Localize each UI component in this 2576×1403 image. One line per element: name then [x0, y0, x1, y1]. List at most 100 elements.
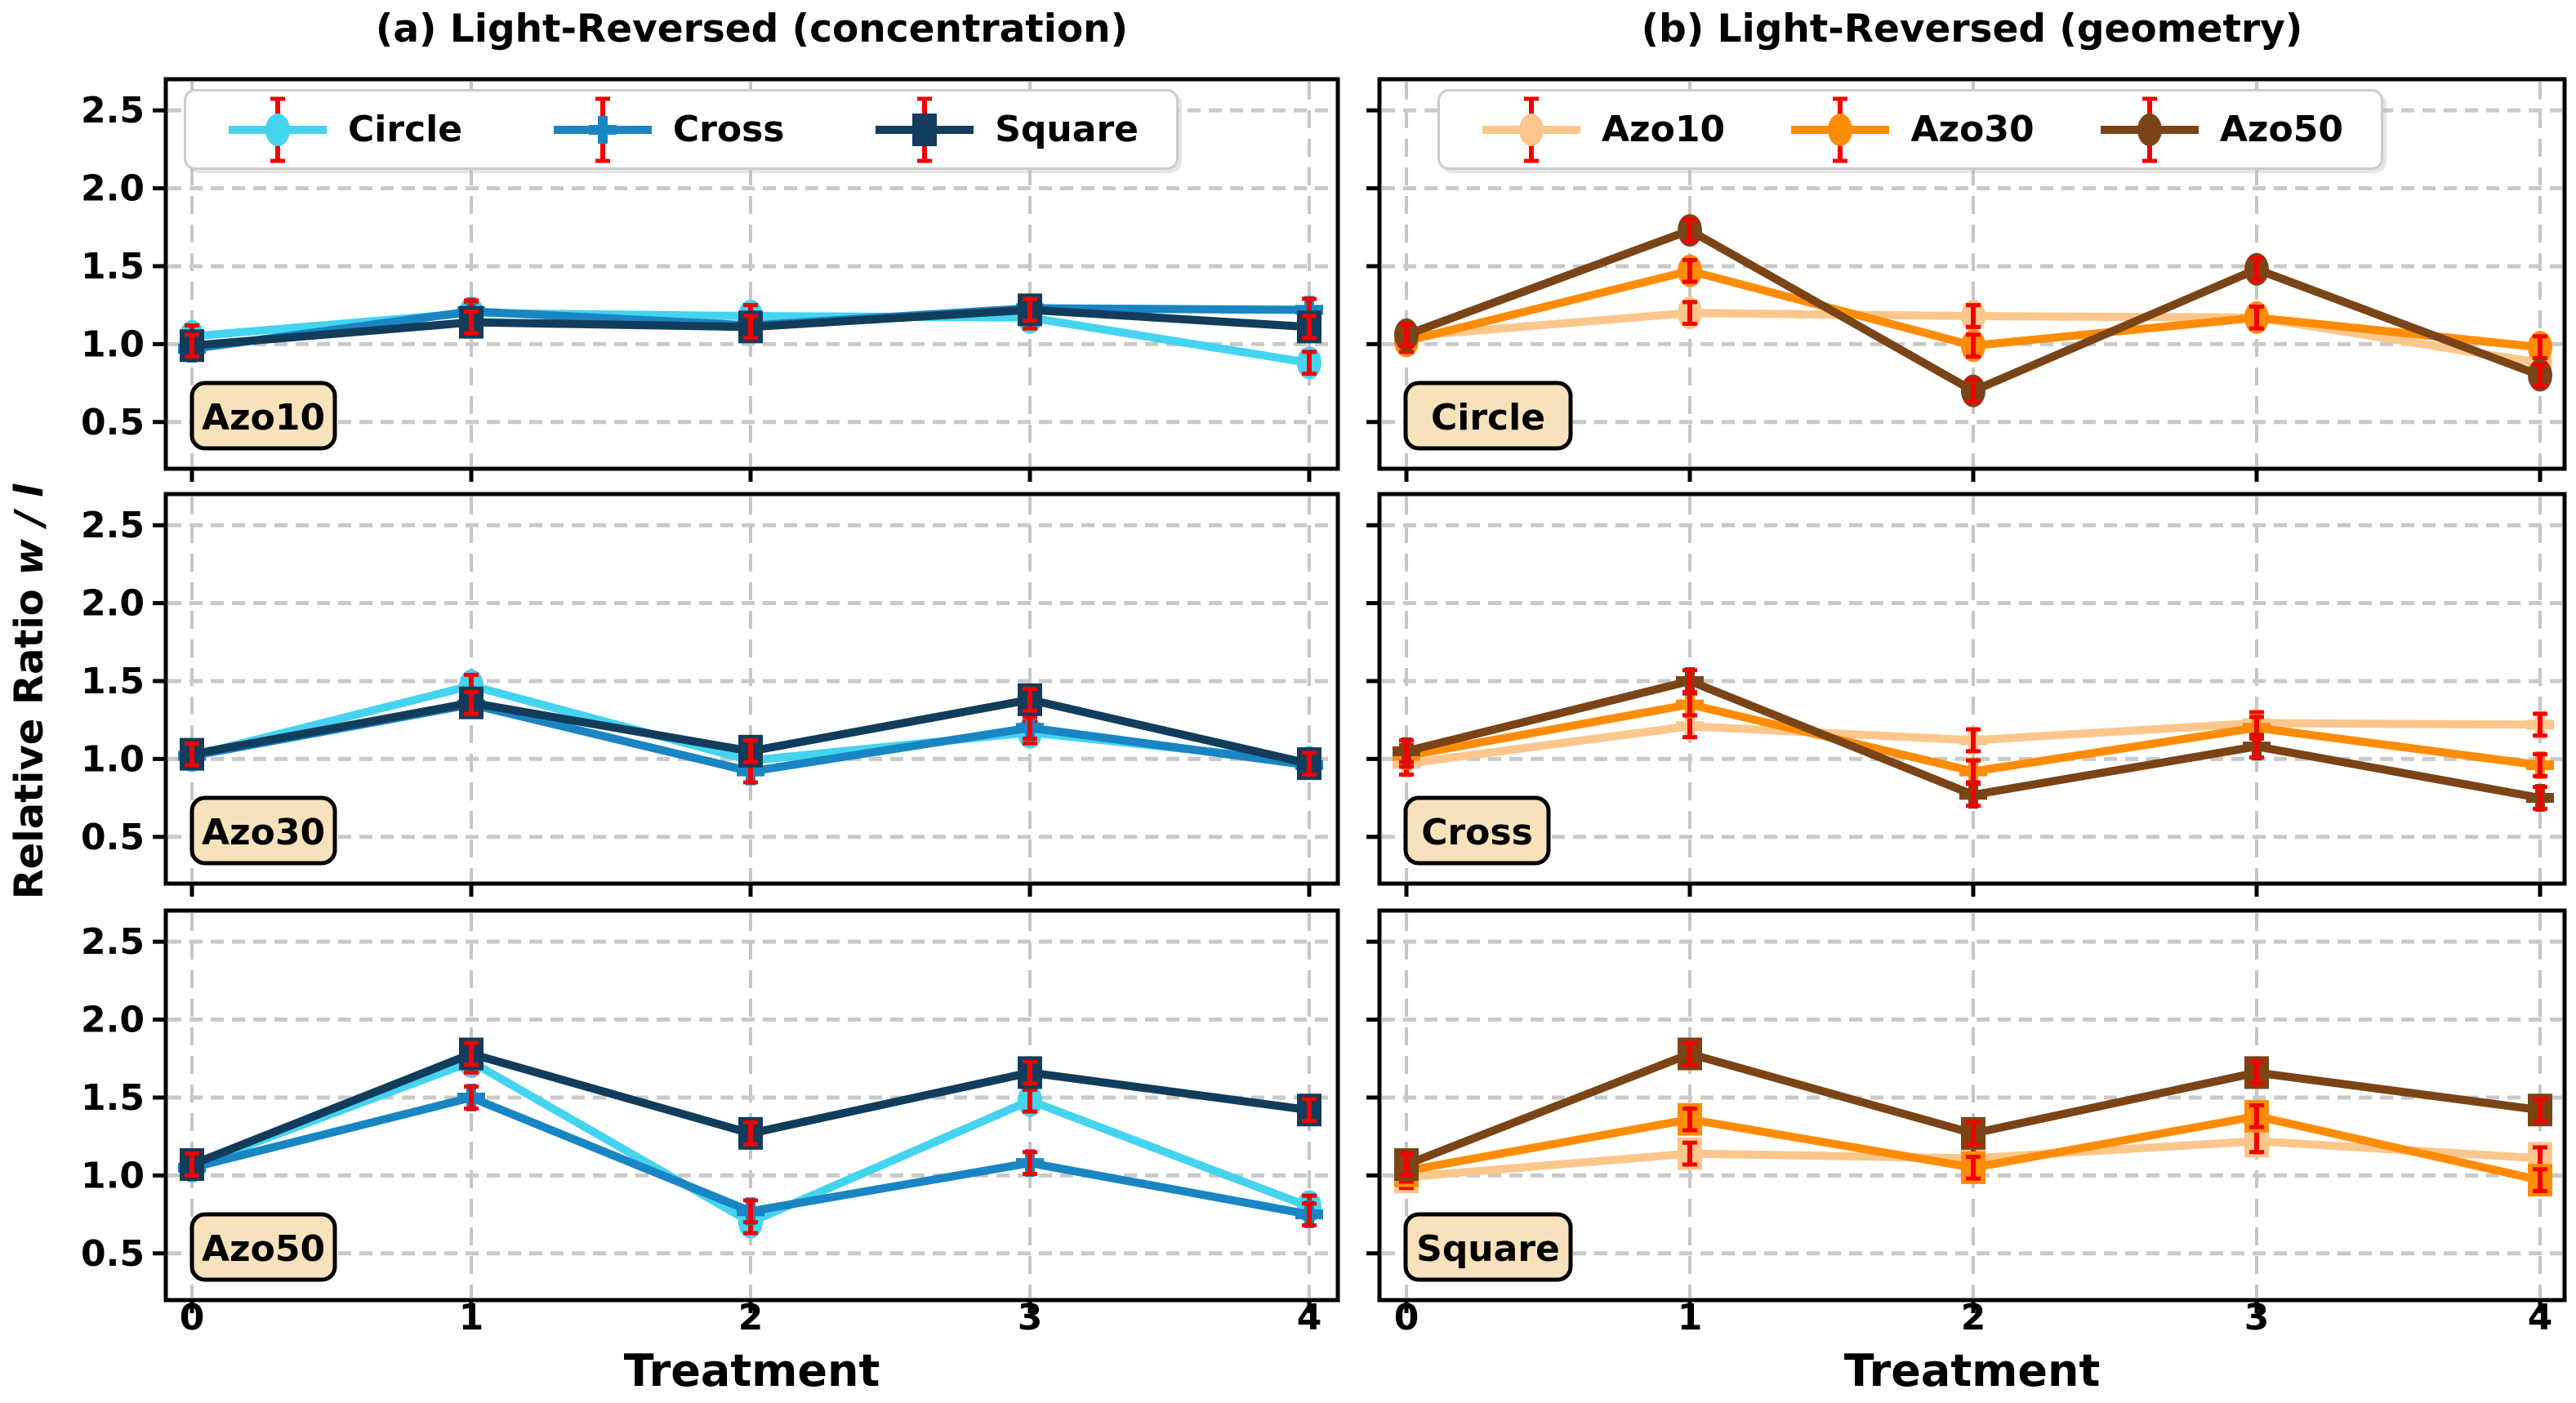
ytick-label-1: 1.0 [81, 738, 145, 780]
errorbar-azo50-x3 [2249, 1059, 2264, 1086]
errorbar-azo50-x0 [1399, 1151, 1414, 1178]
ytick-label-2.5: 2.5 [81, 90, 145, 131]
legend-label-azo10: Azo10 [1602, 109, 1726, 150]
errorbar-azo30-x4 [2533, 1167, 2547, 1193]
legend-label-azo50: Azo50 [2219, 109, 2343, 150]
series-group [178, 669, 1323, 786]
errorbar-azo30-x3 [2249, 1103, 2264, 1129]
errorbar-circle-x3 [1023, 1087, 1037, 1114]
ytick-label-0.5: 0.5 [81, 817, 145, 858]
xtick-label-2: 2 [738, 1297, 764, 1338]
ytick-label-1.5: 1.5 [81, 661, 145, 702]
y-axis-label-math: w / l [7, 483, 52, 576]
legend-item-cross: Cross [549, 92, 785, 167]
errorbar-azo10-x4 [2533, 711, 2547, 738]
errorbar-azo30-x1 [1682, 1106, 1697, 1133]
xtick-label-1: 1 [1678, 1297, 1703, 1338]
legend-panel-a: Circle Cross Square [184, 89, 1179, 170]
row-label-cross: Cross [1421, 812, 1533, 853]
errorbar-cross-x3 [1023, 1150, 1037, 1176]
x-axis-label-a: Treatment [623, 1345, 880, 1396]
ytick-label-0.5: 0.5 [81, 1233, 145, 1275]
errorbar-square-x3 [1023, 296, 1037, 323]
panel-a-title: (a) Light-Reversed (concentration) [375, 7, 1129, 51]
errorbar-azo50-x3 [2249, 256, 2264, 283]
errorbar-azo30-x3 [2249, 305, 2264, 331]
row-label-box-azo50 [189, 1212, 337, 1282]
row-label-box-azo30 [189, 795, 337, 866]
ytick-label-2: 2.0 [81, 1000, 145, 1041]
errorbar-azo50-x1 [1682, 668, 1697, 694]
ytick-label-2: 2.0 [81, 583, 145, 625]
panel-a-azo50: Azo50 0.5 1.0 1.5 2.0 2.5 0 1 2 3 4 [81, 908, 1340, 1338]
ytick-label-2: 2.0 [81, 168, 145, 210]
legend-marker-shape [1828, 113, 1853, 146]
legend-marker-cross [553, 96, 652, 163]
errorbar-azo30-x2 [1966, 1154, 1981, 1181]
row-label-square: Square [1416, 1228, 1560, 1270]
row-label-azo50: Azo50 [202, 1228, 325, 1270]
errorbar-azo10-x1 [1682, 1140, 1697, 1167]
ytick-label-1: 1.0 [81, 323, 145, 365]
errorbar-azo50-x0 [1399, 322, 1414, 348]
ytick-label-0.5: 0.5 [81, 402, 145, 443]
errorbar-square-x0 [185, 1151, 199, 1178]
errorbar-square-x4 [1302, 750, 1317, 777]
errorbar-cross-x4 [1302, 1201, 1317, 1227]
legend-marker-shape [2137, 113, 2162, 146]
xtick-label-1: 1 [459, 1297, 484, 1338]
panel-a-azo10: Azo10 0.5 1.0 1.5 2.0 2.5 [81, 77, 1340, 482]
errorbar-square-x2 [743, 1120, 758, 1147]
errorbar-azo10-x2 [1966, 303, 1981, 329]
xtick-label-2: 2 [1961, 1297, 1986, 1338]
errorbar-azo30-x1 [1682, 257, 1697, 284]
panel-b-title: (b) Light-Reversed (geometry) [1641, 7, 2303, 51]
errorbar-azo30-x2 [1966, 332, 1981, 359]
errorbar-square-x1 [464, 689, 479, 716]
errorbar-cross-x2 [743, 1198, 758, 1225]
legend-label-cross: Cross [672, 109, 785, 150]
row-label-circle: Circle [1431, 397, 1545, 439]
errorbar-azo10-x1 [1682, 300, 1697, 327]
errorbar-azo50-x4 [2533, 1097, 2547, 1124]
errorbar-square-x3 [1023, 1059, 1037, 1086]
legend-marker-shape [588, 115, 617, 144]
errorbar-cross-x1 [464, 1085, 479, 1111]
xtick-label-3: 3 [2244, 1297, 2270, 1338]
errorbar-azo50-x2 [1966, 1120, 1981, 1147]
errorbar-azo50-x1 [1682, 1040, 1697, 1067]
row-label-box-circle [1403, 381, 1573, 451]
legend-label-azo30: Azo30 [1910, 109, 2035, 150]
legend-marker-shape [912, 113, 938, 146]
errorbar-square-x4 [1302, 314, 1317, 341]
legend-label-square: Square [995, 109, 1139, 150]
errorbar-azo50-x0 [1399, 737, 1414, 764]
x-axis-label-b: Treatment [1843, 1345, 2101, 1396]
ytick-label-1.5: 1.5 [81, 246, 145, 287]
errorbar-azo10-x2 [1966, 727, 1981, 754]
panel-b-square: Square 0 1 2 3 4 [1366, 908, 2567, 1338]
row-label-azo10: Azo10 [202, 397, 325, 439]
row-label-azo30: Azo30 [202, 812, 325, 853]
series-group [178, 1037, 1323, 1239]
legend-item-azo10: Azo10 [1477, 92, 1725, 167]
errorbar-azo30-x4 [2533, 334, 2547, 361]
ytick-label-2.5: 2.5 [81, 505, 145, 546]
panel-b-cross: Cross [1366, 492, 2567, 897]
errorbar-square-x1 [464, 309, 479, 336]
series-group [1394, 214, 2552, 408]
errorbar-circle-x4 [1302, 350, 1317, 376]
errorbar-azo50-x4 [2533, 785, 2547, 811]
errorbar-square-x2 [743, 314, 758, 341]
legend-marker-azo50 [2100, 96, 2199, 163]
panel-a-azo30: Azo30 0.5 1.0 1.5 2.0 2.5 [81, 492, 1340, 897]
ytick-label-1: 1.0 [81, 1155, 145, 1196]
xtick-label-0: 0 [1394, 1297, 1419, 1338]
ytick-label-1.5: 1.5 [81, 1077, 145, 1119]
errorbar-square-x1 [464, 1040, 479, 1067]
series-group [1393, 666, 2554, 813]
legend-marker-shape [265, 113, 290, 146]
legend-item-azo30: Azo30 [1786, 92, 2035, 167]
